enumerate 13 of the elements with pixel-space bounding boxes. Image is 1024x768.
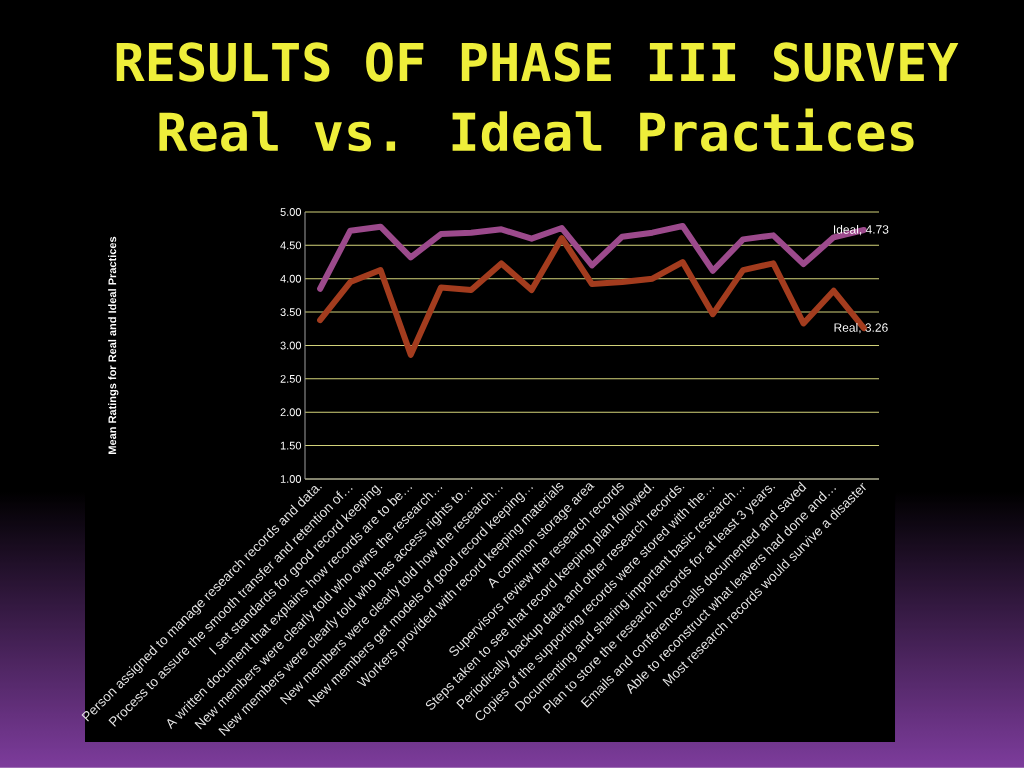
data-label: Real, 3.26 <box>834 323 888 334</box>
chart-subtitle: Real vs. Ideal Practices <box>159 108 914 152</box>
y-tick-label: 1.50 <box>280 441 302 450</box>
y-tick-label: 4.50 <box>280 241 302 250</box>
y-tick-label: 4.00 <box>280 274 302 283</box>
y-tick-label: 5.00 <box>280 208 302 216</box>
y-tick-label: 3.50 <box>280 308 302 317</box>
y-tick-label: 2.00 <box>280 408 302 417</box>
y-tick-label: 3.00 <box>280 341 302 350</box>
chart-title: RESULTS OF PHASE III SURVEY <box>116 42 959 82</box>
y-axis-title: Mean Ratings for Real and Ideal Practices <box>108 236 119 454</box>
y-tick-label: 2.50 <box>280 374 302 383</box>
y-tick-label: 1.00 <box>280 475 302 483</box>
